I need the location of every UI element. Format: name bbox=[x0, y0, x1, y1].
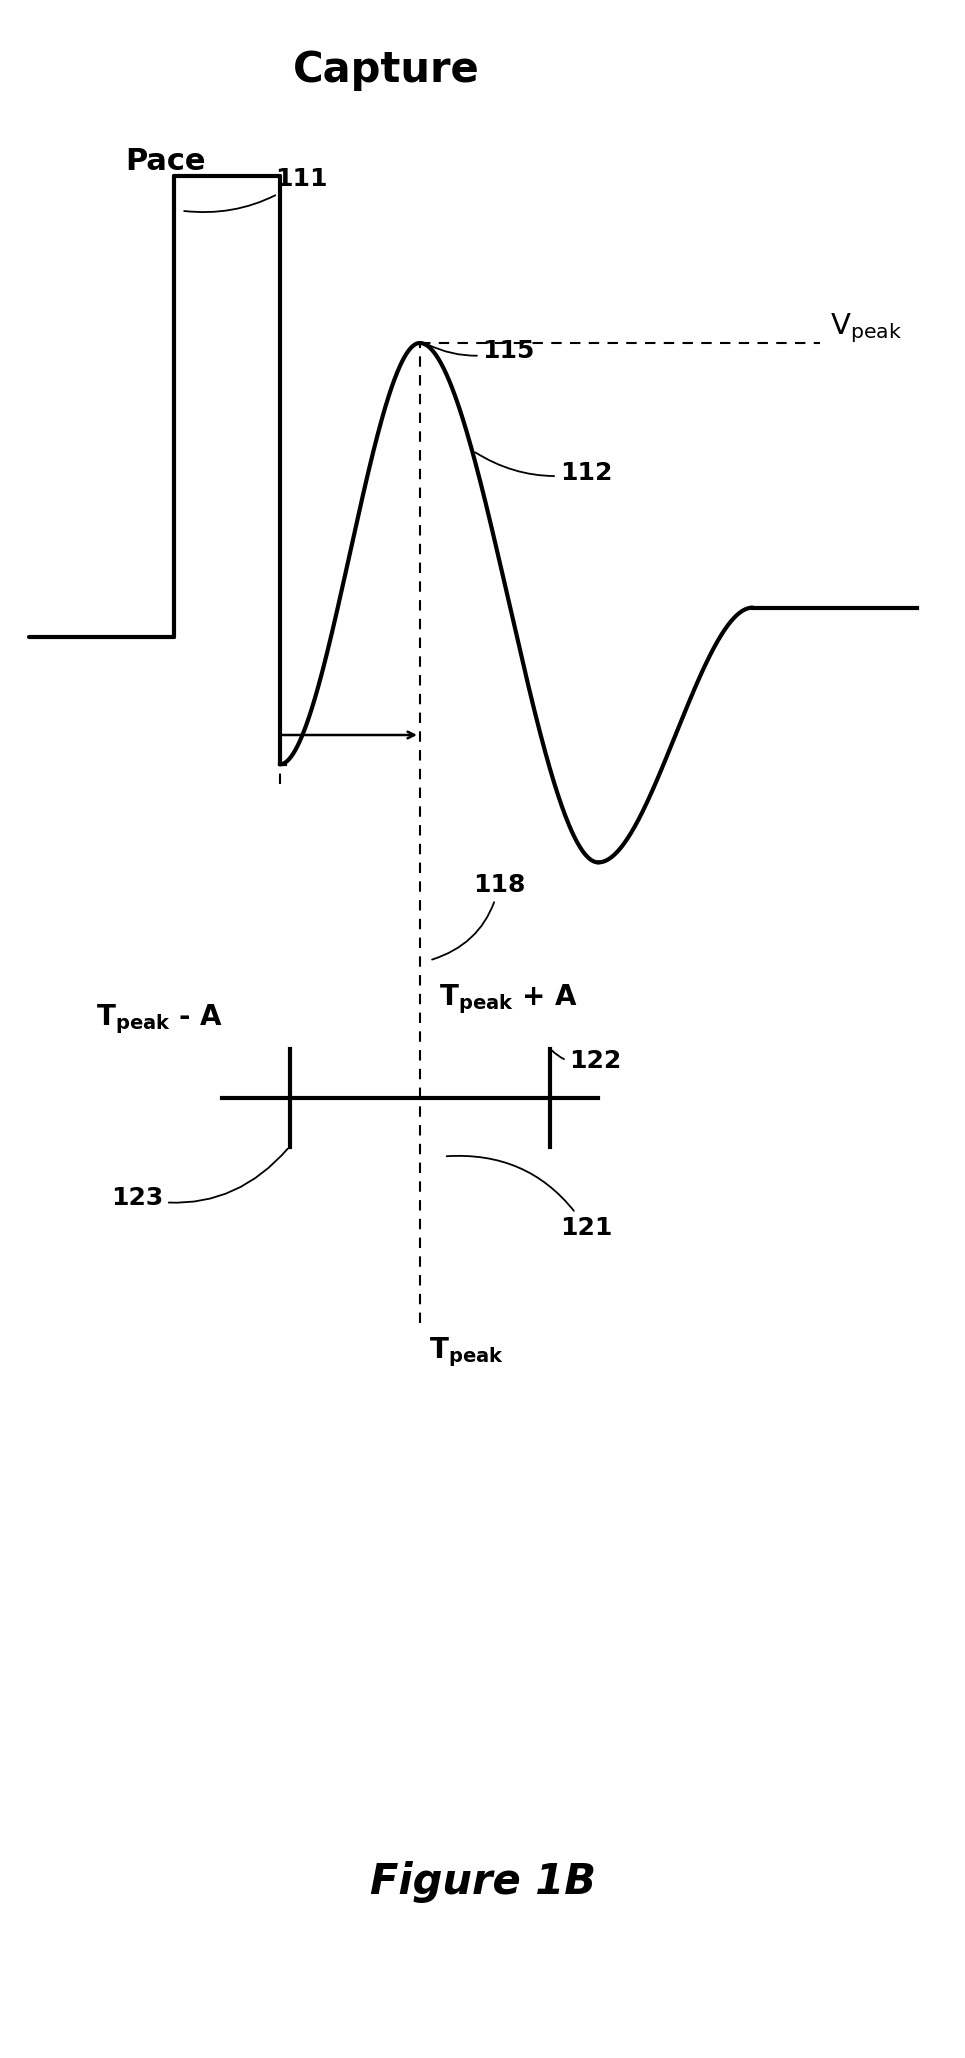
Text: Figure 1B: Figure 1B bbox=[370, 1860, 595, 1902]
Text: Pace: Pace bbox=[125, 146, 206, 177]
Text: V$_{\mathregular{peak}}$: V$_{\mathregular{peak}}$ bbox=[830, 311, 902, 346]
Text: 122: 122 bbox=[552, 1050, 621, 1072]
Text: T$_{\mathregular{peak}}$: T$_{\mathregular{peak}}$ bbox=[429, 1336, 504, 1369]
Text: 121: 121 bbox=[447, 1157, 612, 1239]
Text: 115: 115 bbox=[427, 340, 535, 362]
Text: 118: 118 bbox=[432, 873, 525, 959]
Text: T$_{\mathregular{peak}}$ + A: T$_{\mathregular{peak}}$ + A bbox=[439, 984, 578, 1017]
Text: 123: 123 bbox=[111, 1148, 288, 1210]
Text: T$_{\mathregular{peak}}$ - A: T$_{\mathregular{peak}}$ - A bbox=[96, 1002, 224, 1035]
Text: 111: 111 bbox=[184, 167, 327, 212]
Text: 112: 112 bbox=[475, 453, 612, 486]
Text: Capture: Capture bbox=[292, 49, 480, 91]
